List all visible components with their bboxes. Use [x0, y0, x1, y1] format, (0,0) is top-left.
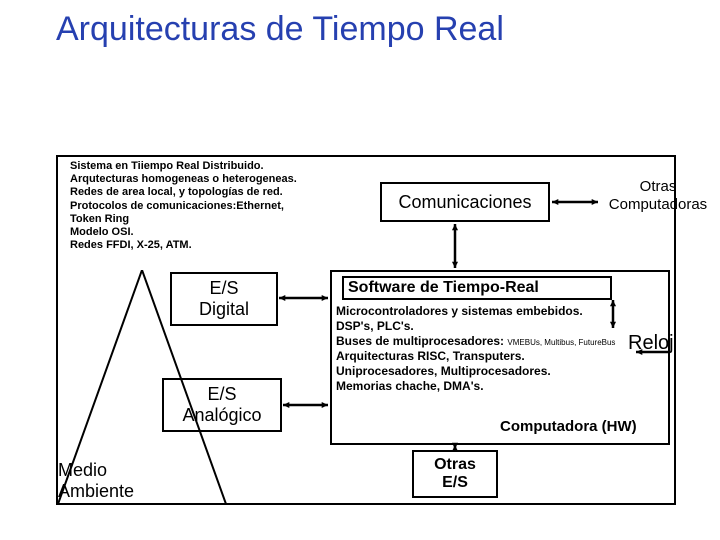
system-note-line: Redes de area local, y topologías de red…: [70, 186, 390, 199]
hw-note-line: Uniprocesadores, Multiprocesadores.: [336, 364, 666, 379]
hw-note-line: Arquitecturas RISC, Transputers.: [336, 349, 666, 364]
hw-note-line: Memorias chache, DMA's.: [336, 379, 666, 394]
system-note-line: Sistema en Tiiempo Real Distribuido.: [70, 160, 390, 173]
hw-note-line: Buses de multiprocesadores: VMEBUs, Mult…: [336, 334, 666, 349]
comms-box: Comunicaciones: [380, 182, 550, 222]
reloj-label: Reloj: [628, 332, 674, 355]
system-note-line: Modelo OSI.: [70, 226, 390, 239]
hw-note-line: DSP's, PLC's.: [336, 319, 666, 334]
otras-comp-l2: Computadoras: [598, 196, 718, 214]
hw-label: Computadora (HW): [500, 418, 637, 435]
system-note-line: Redes FFDI, X-25, ATM.: [70, 239, 390, 252]
environment-triangle: [58, 270, 228, 506]
otras-es-l2: E/S: [442, 474, 468, 492]
otras-comp-l1: Otras: [598, 178, 718, 196]
system-note-line: Arqutecturas homogeneas o heterogeneas.: [70, 173, 390, 186]
hw-note-line: Microcontroladores y sistemas embebidos.: [336, 304, 666, 319]
comms-label: Comunicaciones: [398, 192, 531, 213]
otras-computadoras: OtrasComputadoras: [598, 178, 718, 214]
system-note-line: Token Ring: [70, 213, 390, 226]
hw-note: Microcontroladores y sistemas embebidos.…: [336, 304, 666, 394]
software-label: Software de Tiempo-Real: [348, 279, 539, 297]
page-title: Arquitecturas de Tiempo Real: [56, 10, 504, 49]
system-note-line: Protocolos de comunicaciones:Ethernet,: [70, 200, 390, 213]
otras-es-box: OtrasE/S: [412, 450, 498, 498]
otras-es-l1: Otras: [434, 456, 476, 474]
system-note: Sistema en Tiiempo Real Distribuido. Arq…: [70, 160, 390, 252]
software-box: Software de Tiempo-Real: [342, 276, 612, 300]
